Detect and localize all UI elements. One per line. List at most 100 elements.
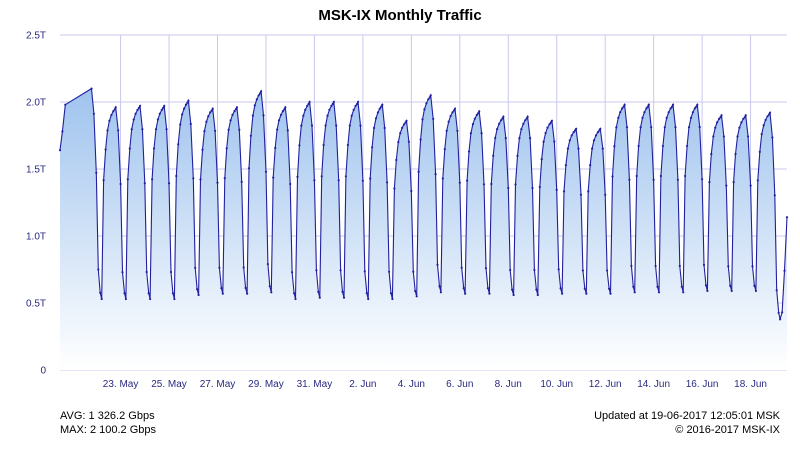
data-point [730,289,733,292]
data-point [538,185,541,189]
x-tick-label: 16. Jun [686,379,719,390]
data-point [706,289,709,292]
data-point [502,115,505,118]
data-point [346,143,349,147]
data-point [386,181,389,184]
data-point [561,292,564,295]
data-point [253,104,256,107]
traffic-series-line [59,87,788,322]
data-point [126,178,129,181]
data-point [520,128,523,131]
data-point [609,292,612,295]
data-point [659,174,663,178]
data-point [766,115,769,118]
point-layer [58,87,789,321]
data-point [775,289,778,292]
data-point [218,266,221,269]
data-point [414,289,417,293]
data-point [760,133,763,136]
data-point [676,178,680,181]
data-point [630,264,633,268]
data-point [501,117,504,120]
data-point [598,129,601,132]
data-point [106,129,109,132]
data-point [132,118,135,121]
data-point [251,114,254,117]
data-point [684,174,687,178]
data-point [689,116,693,119]
data-point [317,290,320,293]
data-point [535,288,538,291]
x-tick-label: 23. May [103,379,139,390]
data-point [102,179,105,182]
data-point [339,269,342,272]
data-point [95,171,98,174]
data-point [443,148,446,151]
data-point [691,111,695,114]
data-point [300,124,303,127]
data-point [747,135,750,138]
data-point [371,146,374,149]
data-point [151,178,154,181]
data-point [767,113,771,116]
data-point [768,111,772,114]
data-point [367,297,370,301]
data-point [283,108,286,111]
data-point [716,121,719,124]
x-tick-label: 2. Jun [349,379,376,390]
data-point [581,269,585,272]
data-point [674,126,677,129]
data-point [585,292,588,295]
data-point [751,265,754,268]
data-point [722,135,726,138]
data-point [331,102,334,106]
data-point [671,105,674,108]
data-point [388,270,391,273]
data-point [665,116,668,119]
data-point [235,106,238,109]
data-point [220,287,223,290]
data-point [117,129,120,132]
data-point [623,103,626,106]
data-point [594,134,598,137]
data-point [785,216,789,219]
data-point [231,113,234,116]
data-point [514,183,517,186]
data-point [524,119,527,122]
data-point [158,112,161,115]
data-point [365,292,368,295]
data-point [260,90,263,93]
data-point [289,182,292,186]
data-point [270,291,273,294]
data-point [268,285,271,288]
data-point [417,170,420,173]
data-point [284,106,287,109]
data-point [781,311,784,314]
data-point [272,176,275,179]
data-point [488,292,491,295]
data-point [714,126,717,129]
data-point [453,107,457,110]
data-point [496,128,499,131]
data-point [328,108,331,111]
data-point [657,291,661,294]
data-point [734,152,737,156]
data-point [518,137,521,140]
data-point [410,189,413,193]
data-point [661,144,665,148]
data-point [510,288,514,291]
data-point [727,265,730,268]
data-point [274,146,277,150]
data-point [381,103,384,106]
data-point [61,130,64,133]
data-point [764,118,767,121]
data-point [615,126,618,129]
x-tick-label: 29. May [248,379,284,390]
data-point [478,110,481,113]
data-point [743,116,746,119]
x-tick-label: 6. Jun [446,379,473,390]
data-point [499,119,503,122]
data-point [473,117,476,120]
data-point [494,136,497,140]
